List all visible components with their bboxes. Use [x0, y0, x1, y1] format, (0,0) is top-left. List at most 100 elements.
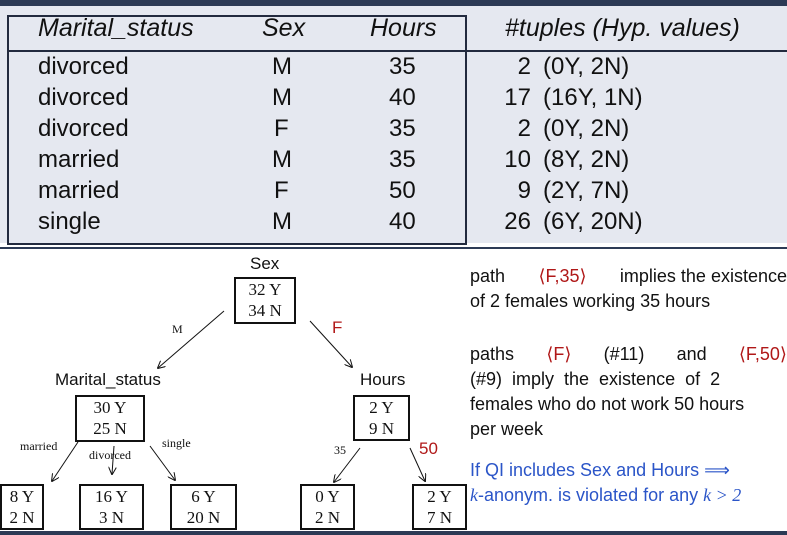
node-no-count: 2 N	[9, 508, 35, 527]
phrase: -anonym. is violated for any	[478, 485, 699, 505]
phrase: of 2 females working 35 hours	[470, 291, 711, 311]
phrase: (#9) imply the existence of 2	[470, 369, 721, 389]
edge-50	[409, 447, 425, 481]
tree-leaf-50: 2 Y 7 N	[412, 484, 467, 530]
word-and: and	[676, 344, 707, 364]
conclusion-line-1: If QI includes Sex and Hours ⟹	[470, 460, 730, 480]
edge-label-single: single	[162, 436, 191, 450]
edge-label-m: M	[172, 322, 183, 336]
edge-35	[334, 447, 361, 482]
node-yes-count: 8 Y	[9, 487, 35, 506]
cell-sex: M	[272, 208, 292, 235]
cell-marital: divorced	[38, 115, 129, 142]
edge-divorced	[112, 445, 114, 474]
node-no-count: 9 N	[368, 419, 395, 438]
node-no-count: 34 N	[248, 301, 282, 320]
header-rule	[7, 50, 787, 52]
edge-label-divorced: divorced	[89, 448, 131, 462]
top-bar	[0, 0, 787, 6]
node-yes-count: 30 Y	[93, 398, 127, 417]
edge-label-35: 35	[334, 443, 346, 457]
cell-hours: 40	[389, 208, 416, 235]
cell-count: 26	[504, 208, 531, 235]
path-f35: ⟨F,35⟩	[538, 266, 587, 286]
word-paths: paths	[470, 344, 515, 364]
header-hours: Hours	[370, 14, 437, 42]
edge-label-f: F	[332, 318, 343, 337]
node-yes-count: 6 Y	[191, 487, 216, 506]
cell-marital: married	[38, 146, 120, 173]
cell-hours: 35	[389, 115, 416, 142]
node-yes-count: 2 Y	[427, 487, 452, 506]
tree-node-hours: 2 Y 9 N	[353, 395, 410, 441]
cell-count: 9	[517, 177, 531, 204]
cell-hours: 35	[389, 146, 416, 173]
node-yes-count: 2 Y	[369, 398, 394, 417]
node-label-marital-status: Marital_status	[55, 370, 161, 389]
condition-k-gt-2: k > 2	[703, 485, 742, 505]
node-label-hours: Hours	[360, 370, 406, 389]
header-marital-status: Marital_status	[38, 14, 194, 42]
cell-sex: F	[274, 177, 289, 204]
cell-count: 2	[517, 115, 531, 142]
node-yes-count: 32 Y	[248, 280, 282, 299]
node-no-count: 25 N	[93, 419, 127, 438]
ref-11: (#11)	[603, 344, 645, 364]
bottom-bar	[0, 531, 787, 535]
node-no-count: 20 N	[186, 508, 221, 527]
tree-leaf-divorced: 16 Y 3 N	[79, 484, 144, 530]
edge-f	[309, 320, 352, 367]
phrase: per week	[470, 419, 544, 439]
cell-hyp: (0Y, 2N)	[543, 53, 630, 80]
header-tuples: #tuples (Hyp. values)	[505, 14, 740, 42]
cell-hyp: (0Y, 2N)	[543, 115, 630, 142]
node-no-count: 2 N	[314, 508, 341, 527]
cell-count: 2	[517, 53, 531, 80]
table-frame	[7, 15, 467, 245]
tree-leaf-35: 0 Y 2 N	[300, 484, 355, 530]
cell-marital: married	[38, 177, 120, 204]
node-no-count: 7 N	[426, 508, 453, 527]
phrase: females who do not work 50 hours	[470, 394, 745, 414]
node-yes-count: 0 Y	[315, 487, 340, 506]
cell-hours: 50	[389, 177, 416, 204]
node-yes-count: 16 Y	[95, 487, 128, 506]
explanation-conclusion: If QI includes Sex and Hours ⟹ k-anonym.…	[470, 458, 787, 508]
cell-hyp: (16Y, 1N)	[543, 84, 643, 111]
cell-count: 17	[504, 84, 531, 111]
cell-marital: divorced	[38, 53, 129, 80]
tree-leaf-married: 8 Y 2 N	[0, 484, 44, 530]
tree-node-marital: 30 Y 25 N	[75, 395, 145, 442]
edge-label-50: 50	[419, 439, 438, 458]
cell-hours: 35	[389, 53, 416, 80]
cell-sex: F	[274, 115, 289, 142]
edge-m	[158, 310, 225, 368]
cell-hyp: (8Y, 2N)	[543, 146, 630, 173]
explanation-path-f35: path ⟨F,35⟩ implies the existence of 2 f…	[470, 264, 787, 314]
section-divider	[0, 247, 787, 249]
node-label-sex: Sex	[250, 254, 280, 273]
cell-sex: M	[272, 84, 292, 111]
cell-marital: divorced	[38, 84, 129, 111]
path-f50: ⟨F,50⟩	[738, 344, 787, 364]
cell-sex: M	[272, 146, 292, 173]
header-sex: Sex	[262, 14, 306, 42]
cell-hyp: (2Y, 7N)	[543, 177, 630, 204]
cell-hyp: (6Y, 20N)	[543, 208, 643, 235]
edge-single	[149, 445, 175, 480]
cell-count: 10	[504, 146, 531, 173]
cell-hours: 40	[389, 84, 416, 111]
phrase: implies the existence	[619, 266, 787, 286]
explanation-paths-f-f50: paths ⟨F⟩ (#11) and ⟨F,50⟩ (#9) imply th…	[470, 342, 787, 442]
node-no-count: 3 N	[98, 508, 125, 527]
word-path: path	[470, 266, 506, 286]
cell-sex: M	[272, 53, 292, 80]
conclusion-line-2: k-anonym. is violated for any k > 2	[470, 483, 787, 508]
tree-node-root: 32 Y 34 N	[234, 277, 296, 324]
path-f: ⟨F⟩	[546, 344, 572, 364]
edge-married	[52, 441, 79, 481]
tree-leaf-single: 6 Y 20 N	[170, 484, 237, 530]
edge-label-married: married	[20, 439, 58, 453]
cell-marital: single	[38, 208, 101, 235]
